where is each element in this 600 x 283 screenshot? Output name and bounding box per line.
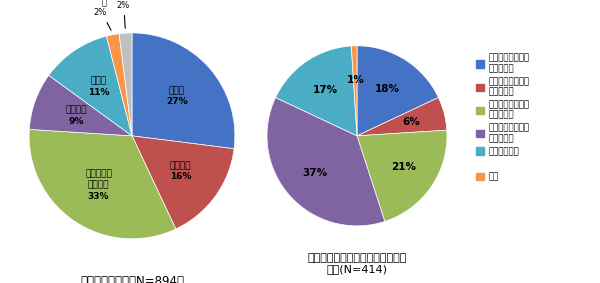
Wedge shape	[106, 34, 132, 136]
Text: 自営業
11%: 自営業 11%	[88, 76, 109, 97]
Text: 震災前の仕事を続けられなかった
理由(N=414): 震災前の仕事を続けられなかった 理由(N=414)	[307, 253, 407, 275]
Wedge shape	[119, 33, 132, 136]
Wedge shape	[357, 130, 447, 221]
Text: 家族従業
者
2%: 家族従業 者 2%	[86, 0, 111, 30]
Text: 契約社員
16%: 契約社員 16%	[170, 161, 191, 181]
Text: 1%: 1%	[346, 75, 364, 85]
Wedge shape	[357, 98, 447, 136]
Text: 6%: 6%	[402, 117, 420, 127]
Text: 正社員
27%: 正社員 27%	[166, 86, 188, 106]
Wedge shape	[357, 46, 439, 136]
Wedge shape	[275, 46, 357, 136]
Wedge shape	[267, 98, 385, 226]
Wedge shape	[29, 129, 176, 239]
Wedge shape	[132, 136, 234, 229]
Text: 震災以前の就業（N=894）: 震災以前の就業（N=894）	[80, 275, 184, 283]
Wedge shape	[29, 75, 132, 136]
Text: パート・ア
ルバイト
33%: パート・ア ルバイト 33%	[85, 170, 112, 201]
Text: 21%: 21%	[391, 162, 416, 172]
Wedge shape	[49, 36, 132, 136]
Legend: 自己都合（震災と
は無関係）, 会社都合（震災と
は無関係）, 自己都合（震災に
起因する）, 会社都合（震災に
起因する）, 契約期間満了,  , 定年: 自己都合（震災と は無関係）, 会社都合（震災と は無関係）, 自己都合（震災に…	[476, 54, 529, 182]
Text: 18%: 18%	[374, 84, 400, 94]
Text: 派遣社員
9%: 派遣社員 9%	[65, 106, 86, 126]
Text: その他
2%: その他 2%	[116, 0, 131, 28]
Wedge shape	[132, 33, 235, 149]
Wedge shape	[352, 46, 357, 136]
Text: 37%: 37%	[302, 168, 328, 178]
Text: 17%: 17%	[313, 85, 338, 95]
